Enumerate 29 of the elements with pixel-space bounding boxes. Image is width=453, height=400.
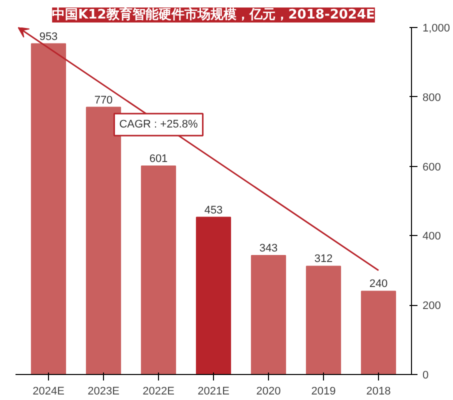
- bar: [196, 216, 232, 374]
- bar: [86, 106, 122, 374]
- bar: [250, 254, 286, 374]
- bar: [306, 266, 342, 374]
- chart-title: 中国K12教育智能硬件市场规模，亿元，2018-2024E: [52, 6, 375, 22]
- y-tick-label: 0: [422, 370, 429, 382]
- y-tick-label: 1,000: [422, 22, 450, 34]
- data-label: 953: [39, 30, 58, 43]
- y-tick-label: 600: [422, 161, 441, 174]
- y-tick-label: 800: [422, 92, 441, 104]
- data-label: 601: [149, 152, 168, 165]
- x-tick-label: 2022E: [142, 386, 174, 398]
- x-tick-label: 2024E: [32, 386, 64, 398]
- y-tick-label: 200: [422, 300, 441, 312]
- annotation: CAGR : +25.8%: [119, 118, 198, 131]
- bar: [140, 165, 176, 374]
- x-tick-label: 2021E: [198, 386, 230, 398]
- x-tick-label: 2019: [311, 386, 336, 398]
- data-label: 770: [94, 94, 113, 106]
- bar: [360, 290, 396, 374]
- data-label: 343: [259, 242, 278, 254]
- y-tick-label: 400: [422, 230, 441, 243]
- x-tick-label: 2018: [366, 386, 391, 398]
- data-label: 453: [204, 204, 223, 216]
- data-label: 312: [314, 253, 333, 266]
- bar: [30, 43, 66, 374]
- x-tick-label: 2023E: [88, 386, 120, 398]
- x-tick-label: 2020: [256, 386, 281, 398]
- data-label: 240: [369, 278, 388, 290]
